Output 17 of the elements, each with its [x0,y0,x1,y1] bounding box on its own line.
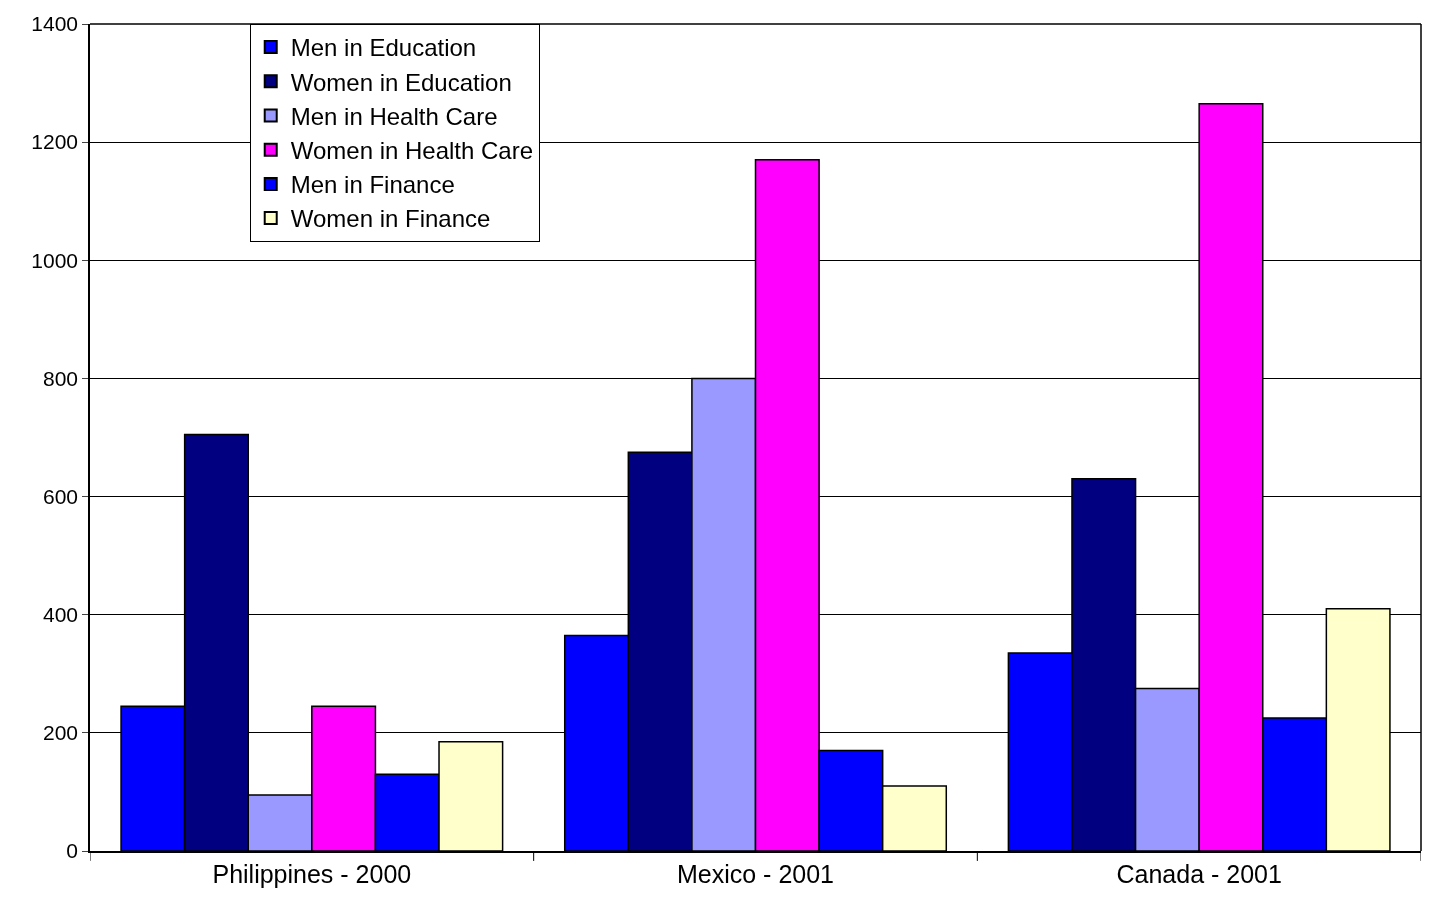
legend-label: Men in Education [290,34,477,62]
y-tick-label: 600 [43,484,79,508]
legend-label: Women in Finance [290,205,491,233]
y-tick-label: 200 [43,721,79,745]
y-tick-label: 0 [66,839,79,863]
y-tick-label: 1000 [31,248,79,272]
y-tick-label: 400 [43,603,79,627]
y-tick-label: 1200 [31,130,79,154]
x-tick-label: Philippines - 2000 [212,859,412,888]
y-tick-label: 1400 [31,12,79,36]
y-tick-label: 800 [43,366,79,390]
legend-label: Men in Finance [290,171,455,199]
x-tick-label: Canada - 2001 [1116,859,1282,888]
legend-label: Men in Health Care [290,102,498,130]
x-tick-label: Mexico - 2001 [676,859,835,888]
legend-label: Women in Education [290,68,512,96]
legend-label: Women in Health Care [290,137,534,165]
